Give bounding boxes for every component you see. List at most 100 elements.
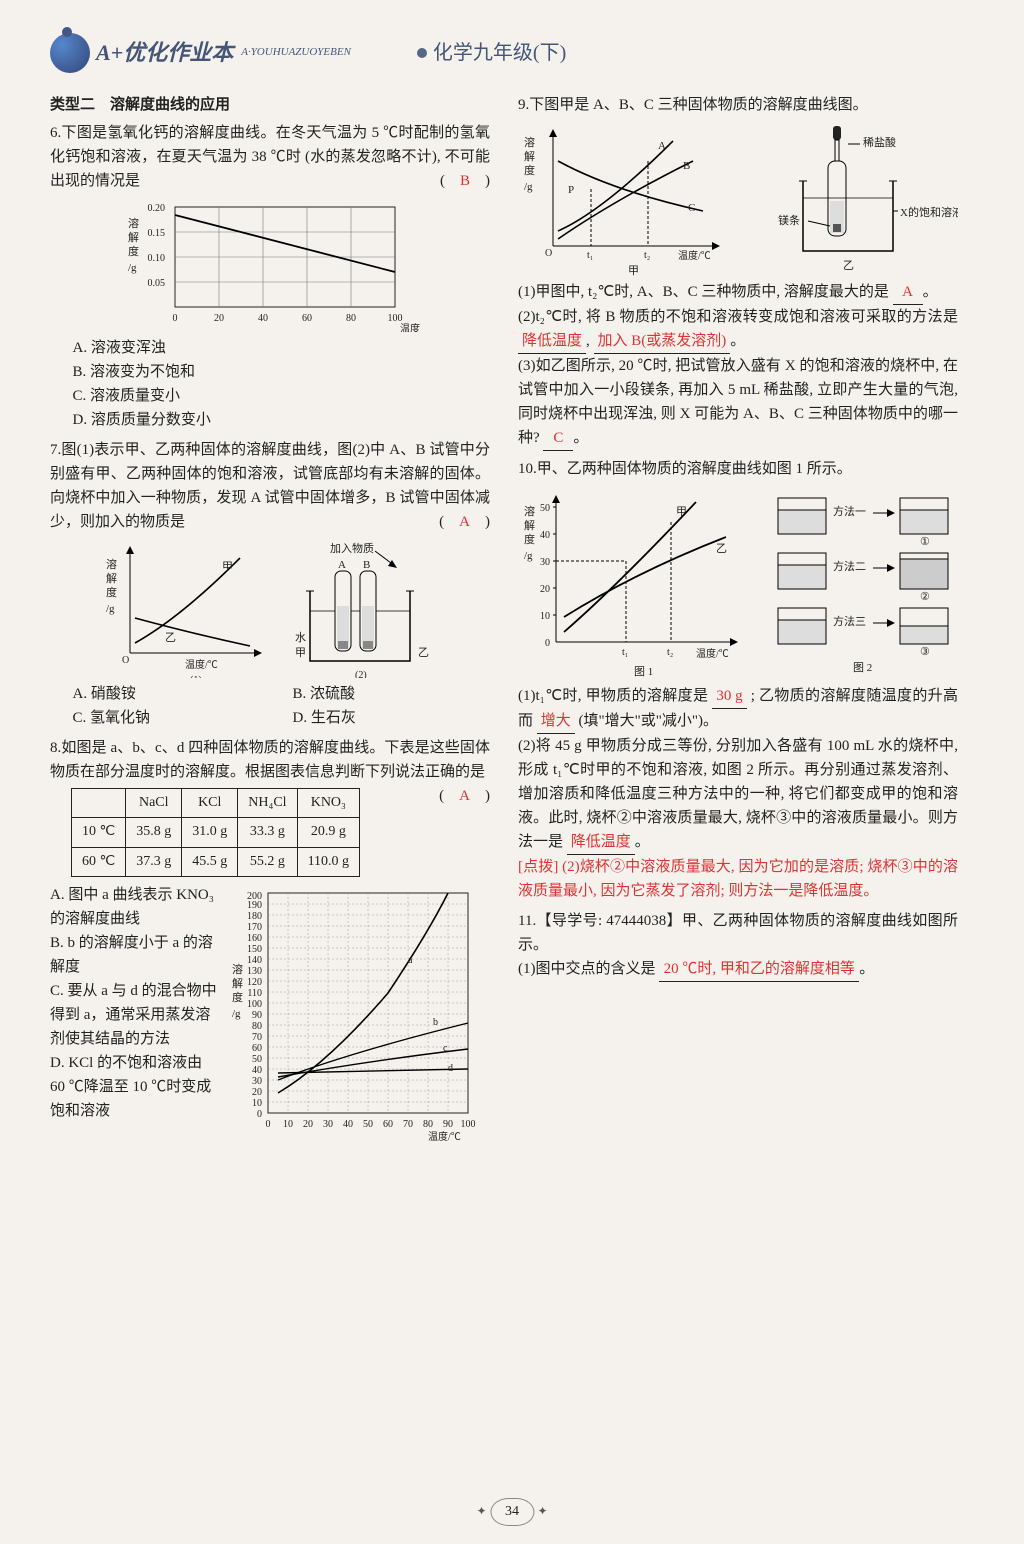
svg-text:b: b	[433, 1017, 438, 1028]
q8-text: 8.如图是 a、b、c、d 四种固体物质的溶解度曲线。下表是这些固体物质在部分温…	[50, 736, 490, 784]
svg-text:/g: /g	[524, 181, 533, 193]
question-9: 9.下图甲是 A、B、C 三种固体物质的溶解度曲线图。 A B C	[518, 93, 958, 451]
cell: KCl	[182, 789, 238, 818]
svg-text:0: 0	[266, 1119, 271, 1130]
svg-text:150: 150	[247, 944, 262, 955]
q9-sub2-post: 。	[730, 333, 745, 349]
q10-sub1-post: (填"增大"或"减小")。	[579, 713, 718, 729]
svg-text:温度/℃: 温度/℃	[428, 1130, 461, 1143]
q7-figure: 甲 乙 O 温度/℃ (1) 溶 解 度 /g 加入物质	[100, 538, 440, 678]
logo-icon	[50, 33, 90, 73]
q6-opt-a: A. 溶液变浑浊	[73, 336, 491, 360]
q11-sub1-post: 。	[859, 961, 874, 977]
svg-text:120: 120	[247, 977, 262, 988]
section-title: 类型二 溶解度曲线的应用	[50, 93, 490, 117]
q9-sub2: (2)t₂℃时, 将 B 物质的不饱和溶液转变成饱和溶液可采取的方法是 降低温度…	[518, 305, 958, 354]
q10-hint: [点拨] (2)烧杯②中溶液质量最大, 因为它加的是溶质; 烧杯③中的溶液质量最…	[518, 855, 958, 903]
q6-answer: B	[460, 173, 470, 189]
q6-opt-c: C. 溶液质量变小	[73, 384, 491, 408]
svg-text:/g: /g	[106, 603, 115, 615]
q7-answer: A	[459, 514, 470, 530]
svg-text:t₂: t₂	[667, 647, 673, 658]
q11-sub1: (1)图中交点的含义是 20 ℃时, 甲和乙的溶解度相等。	[518, 957, 958, 982]
svg-text:170: 170	[247, 922, 262, 933]
svg-text:乙: 乙	[165, 631, 176, 644]
q9-text: 9.下图甲是 A、B、C 三种固体物质的溶解度曲线图。	[518, 93, 958, 117]
svg-text:②: ②	[920, 591, 930, 603]
svg-text:110: 110	[247, 988, 262, 999]
svg-text:O: O	[545, 248, 552, 259]
q9-sub3: (3)如乙图所示, 20 ℃时, 把试管放入盛有 X 的饱和溶液的烧杯中, 在试…	[518, 354, 958, 451]
cell: 20.9 g	[297, 818, 359, 847]
svg-text:溶: 溶	[232, 962, 243, 976]
svg-text:90: 90	[443, 1119, 453, 1130]
q8-num: 8.	[50, 740, 61, 756]
svg-text:温度/℃: 温度/℃	[400, 322, 420, 332]
q7-opt-b: B. 浓硫酸	[293, 682, 491, 706]
svg-text:甲: 甲	[222, 561, 233, 573]
svg-text:A: A	[658, 140, 666, 152]
svg-text:图 2: 图 2	[853, 661, 872, 674]
q6-body: 下图是氢氧化钙的溶解度曲线。在冬天气温为 5 ℃时配制的氢氧化钙饱和溶液，在夏天…	[50, 125, 490, 189]
q6-opt-b: B. 溶液变为不饱和	[73, 360, 491, 384]
q10-sub1-ans: 30 g	[712, 684, 746, 709]
svg-text:20: 20	[252, 1087, 262, 1098]
brand-title: A+优化作业本	[96, 35, 233, 70]
svg-text:40: 40	[343, 1119, 353, 1130]
q6-chart: 0.20 0.15 0.10 0.05 0 20 40 60 80 100 温度…	[120, 197, 420, 332]
svg-text:P: P	[568, 184, 574, 196]
svg-text:稀盐酸: 稀盐酸	[863, 135, 896, 149]
svg-text:度: 度	[524, 163, 535, 177]
question-6: 6.下图是氢氧化钙的溶解度曲线。在冬天气温为 5 ℃时配制的氢氧化钙饱和溶液，在…	[50, 121, 490, 432]
svg-text:160: 160	[247, 933, 262, 944]
svg-text:10: 10	[283, 1119, 293, 1130]
q8-opt-d: D. KCl 的不饱和溶液由 60 ℃降温至 10 ℃时变成饱和溶液	[50, 1051, 220, 1123]
svg-text:20: 20	[214, 313, 224, 324]
svg-text:解: 解	[524, 518, 535, 532]
svg-text:0: 0	[545, 638, 550, 649]
q9-num: 9.	[518, 97, 529, 113]
q8-opt-b: B. b 的溶解度小于 a 的溶解度	[50, 931, 220, 979]
svg-text:度: 度	[106, 585, 117, 599]
q11-sub1-pre: (1)图中交点的含义是	[518, 961, 656, 977]
svg-text:t₂: t₂	[644, 250, 650, 261]
svg-text:解: 解	[524, 149, 535, 163]
question-7: 7.图(1)表示甲、乙两种固体的溶解度曲线，图(2)中 A、B 试管中分别盛有甲…	[50, 438, 490, 730]
q7-num: 7.	[50, 442, 61, 458]
svg-text:甲: 甲	[676, 506, 687, 518]
q10-text: 10.甲、乙两种固体物质的溶解度曲线如图 1 所示。	[518, 457, 958, 481]
q7-opt-a: A. 硝酸铵	[73, 682, 271, 706]
q8-answer-paren: ( A )	[439, 784, 490, 808]
svg-text:方法三: 方法三	[833, 614, 866, 628]
svg-text:d: d	[448, 1063, 453, 1074]
cell: 33.3 g	[238, 818, 297, 847]
svg-text:50: 50	[252, 1054, 262, 1065]
q10-sub2-post: 。	[635, 834, 650, 850]
cell: 35.8 g	[126, 818, 182, 847]
right-column: 9.下图甲是 A、B、C 三种固体物质的溶解度曲线图。 A B C	[518, 93, 958, 1157]
q9-sub2-mid: ,	[586, 333, 590, 349]
svg-text:0.05: 0.05	[148, 278, 166, 289]
svg-text:30: 30	[252, 1076, 262, 1087]
svg-text:度: 度	[232, 990, 243, 1004]
cell: 45.5 g	[182, 847, 238, 876]
svg-text:40: 40	[258, 313, 268, 324]
question-10: 10.甲、乙两种固体物质的溶解度曲线如图 1 所示。 0 10 20	[518, 457, 958, 903]
q8-body: 如图是 a、b、c、d 四种固体物质的溶解度曲线。下表是这些固体物质在部分温度时…	[50, 740, 490, 780]
q11-text: 11.【导学号: 47444038】甲、乙两种固体物质的溶解度曲线如图所示。	[518, 909, 958, 957]
svg-text:水: 水	[295, 631, 306, 644]
svg-text:60: 60	[302, 313, 312, 324]
svg-text:0.20: 0.20	[148, 203, 166, 214]
q6-opt-d: D. 溶质质量分数变小	[73, 408, 491, 432]
question-8: 8.如图是 a、b、c、d 四种固体物质的溶解度曲线。下表是这些固体物质在部分温…	[50, 736, 490, 1151]
svg-text:100: 100	[247, 999, 262, 1010]
svg-text:溶: 溶	[106, 557, 117, 571]
q10-sub1: (1)t₁℃时, 甲物质的溶解度是 30 g ; 乙物质的溶解度随温度的升高而 …	[518, 684, 958, 734]
q10-figure: 0 10 20 30 40 50 甲 乙	[518, 485, 958, 680]
brand-pinyin: A·YOUHUAZUOYEBEN	[241, 44, 351, 62]
page: A+优化作业本 A·YOUHUAZUOYEBEN 化学九年级(下) 类型二 溶解…	[0, 0, 1024, 1544]
svg-text:图 1: 图 1	[634, 665, 653, 678]
svg-text:c: c	[443, 1043, 448, 1054]
q9-sub3-post: 。	[573, 430, 588, 446]
cell: 31.0 g	[182, 818, 238, 847]
